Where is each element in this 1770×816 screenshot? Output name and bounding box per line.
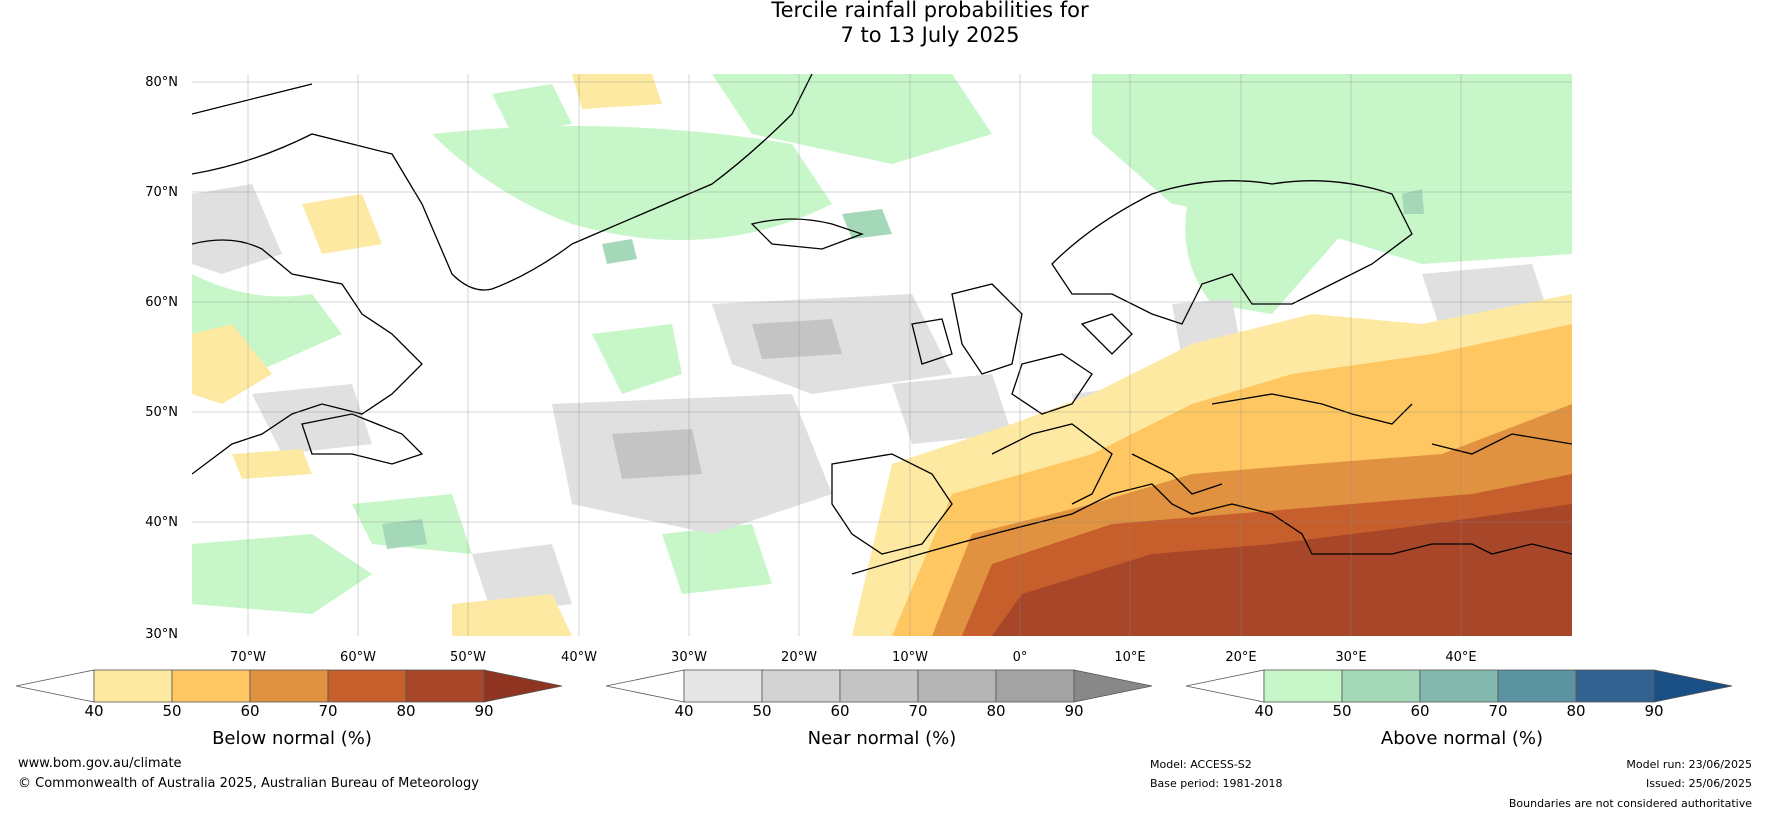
colorbar-tick-label: 70 (318, 702, 338, 720)
colorbar-tick-label: 60 (830, 702, 850, 720)
colorbar-segment (1497, 669, 1577, 703)
coastlines (192, 74, 1572, 575)
graticule (192, 74, 1572, 636)
near-normal-strong-areas (612, 319, 842, 479)
lat-label-30n: 30°N (145, 627, 178, 642)
title-line-2: 7 to 13 July 2025 (840, 23, 1020, 47)
colorbar-segment (327, 669, 407, 703)
copyright-text: © Commonwealth of Australia 2025, Austra… (18, 776, 479, 791)
model-text: Model: ACCESS-S2 (1150, 758, 1252, 771)
lat-label-40n: 40°N (145, 515, 178, 530)
base-period-text: Base period: 1981-2018 (1150, 777, 1283, 790)
colorbar-segment (405, 669, 485, 703)
colorbar-segment (995, 669, 1075, 703)
lon-label-30e: 30°E (1335, 650, 1367, 665)
forecast-map (192, 74, 1572, 636)
colorbar-segment (761, 669, 841, 703)
website-link[interactable]: www.bom.gov.au/climate (18, 756, 182, 771)
colorbar-tick-label: 90 (1644, 702, 1664, 720)
colorbar-tick-label: 80 (986, 702, 1006, 720)
colorbar-tick-label: 90 (474, 702, 494, 720)
colorbar-low-extend (1186, 669, 1265, 703)
colorbar-segment (171, 669, 251, 703)
issued-text: Issued: 25/06/2025 (1645, 777, 1752, 790)
colorbar-tick-label: 70 (1488, 702, 1508, 720)
colorbar-segment (1341, 669, 1421, 703)
colorbar-tick-label: 50 (1332, 702, 1352, 720)
lon-label-40e: 40°E (1445, 650, 1477, 665)
colorbar-tick-label: 40 (674, 702, 694, 720)
colorbar-label-below-normal: Below normal (%) (212, 728, 372, 749)
map-title: Tercile rainfall probabilities for 7 to … (630, 0, 1230, 48)
lon-label-70w: 70°W (230, 650, 266, 665)
below-normal-extreme-areas (992, 504, 1572, 636)
colorbar-high-extend (1073, 669, 1153, 703)
colorbar-tick-label: 90 (1064, 702, 1084, 720)
colorbar-segment (1575, 669, 1655, 703)
colorbar-low-extend (606, 669, 685, 703)
colorbar-segment (1263, 669, 1343, 703)
colorbar-tick-label: 40 (1254, 702, 1274, 720)
colorbar-segment (1419, 669, 1499, 703)
colorbar-tick-label: 60 (1410, 702, 1430, 720)
lon-label-20e: 20°E (1225, 650, 1257, 665)
lon-label-10e: 10°E (1114, 650, 1146, 665)
colorbar-high-extend (1653, 669, 1733, 703)
colorbar-segment (917, 669, 997, 703)
model-run-text: Model run: 23/06/2025 (1626, 758, 1752, 771)
title-line-1: Tercile rainfall probabilities for (771, 0, 1089, 22)
colorbar-tick-label: 60 (240, 702, 260, 720)
lon-label-10w: 10°W (892, 650, 928, 665)
colorbar-label-near-normal: Near normal (%) (807, 728, 957, 749)
lon-label-20w: 20°W (781, 650, 817, 665)
colorbar-segment (839, 669, 919, 703)
colorbar-tick-label: 80 (1566, 702, 1586, 720)
colorbar-segment (683, 669, 763, 703)
colorbar-near-normal (606, 669, 1153, 703)
colorbar-label-above-normal: Above normal (%) (1380, 728, 1544, 749)
lon-label-40w: 40°W (561, 650, 597, 665)
lon-label-60w: 60°W (340, 650, 376, 665)
disclaimer-text: Boundaries are not considered authoritat… (1508, 797, 1752, 810)
lat-label-50n: 50°N (145, 405, 178, 420)
lon-label-0: 0° (1012, 650, 1028, 665)
lon-label-30w: 30°W (671, 650, 707, 665)
colorbar-tick-label: 80 (396, 702, 416, 720)
colorbar-segment (93, 669, 173, 703)
colorbar-tick-label: 50 (752, 702, 772, 720)
colorbar-above-normal (1186, 669, 1733, 703)
lat-label-70n: 70°N (145, 185, 178, 200)
lat-label-60n: 60°N (145, 295, 178, 310)
colorbar-segment (249, 669, 329, 703)
colorbar-tick-label: 40 (84, 702, 104, 720)
lon-label-50w: 50°W (450, 650, 486, 665)
colorbar-low-extend (16, 669, 95, 703)
colorbar-tick-label: 50 (162, 702, 182, 720)
colorbar-below-normal (16, 669, 563, 703)
lat-label-80n: 80°N (145, 75, 178, 90)
colorbar-tick-label: 70 (908, 702, 928, 720)
colorbar-high-extend (483, 669, 563, 703)
